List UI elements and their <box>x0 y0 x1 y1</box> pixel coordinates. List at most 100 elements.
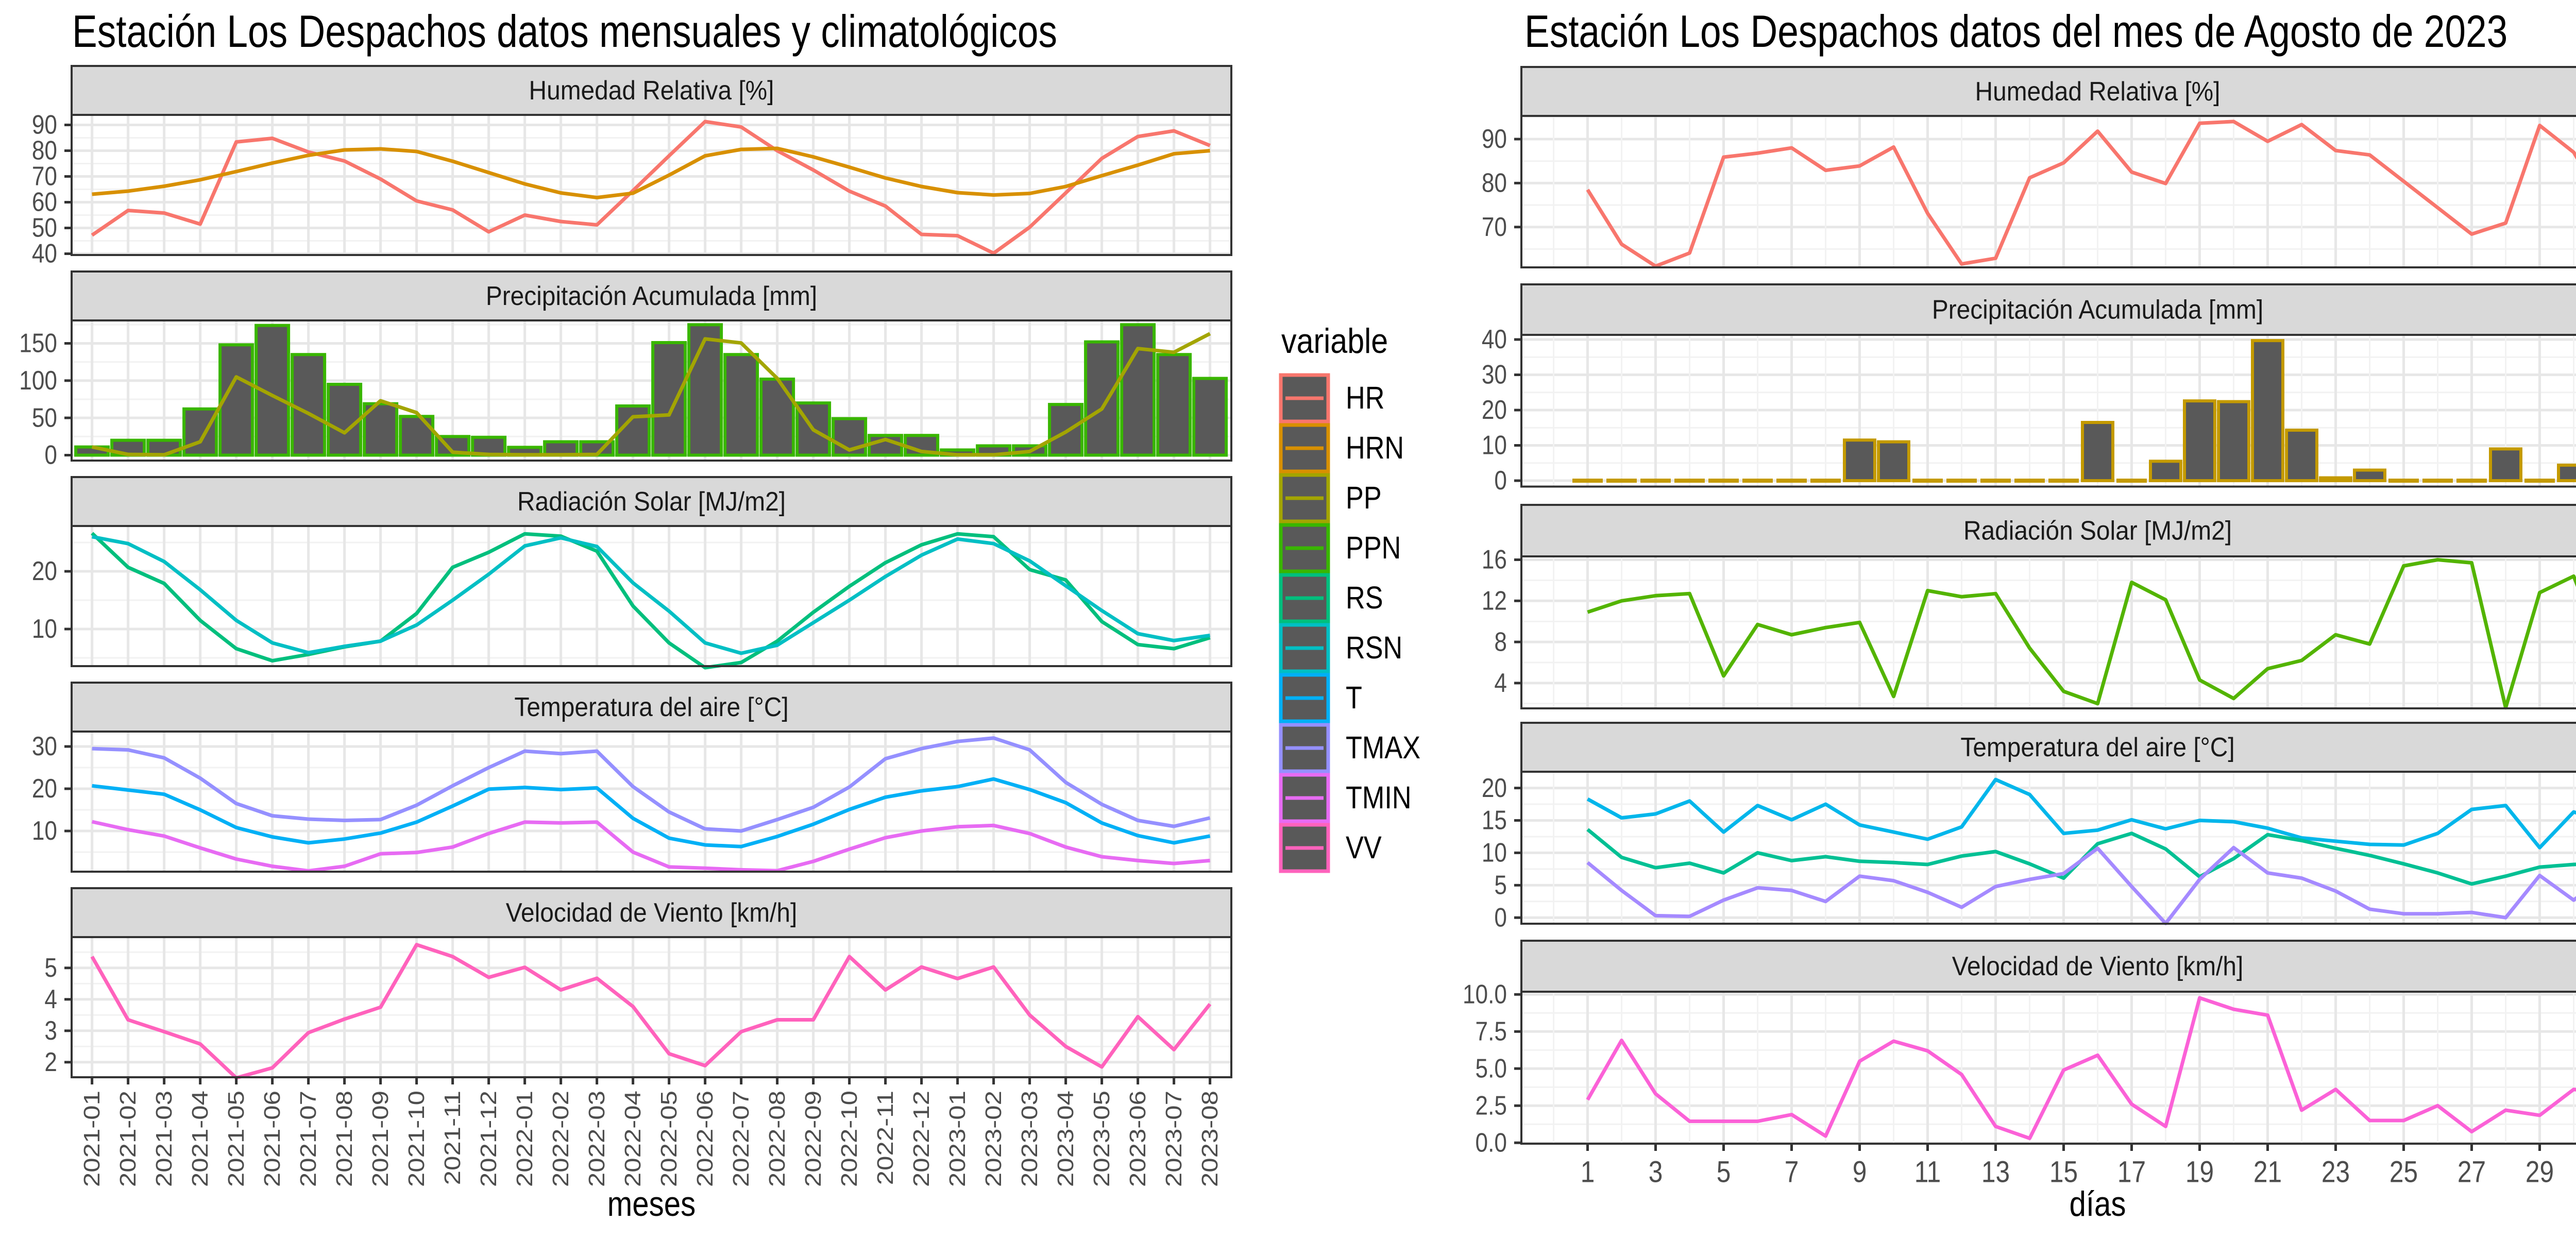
svg-text:17: 17 <box>2117 1156 2146 1189</box>
svg-text:Precipitación Acumulada [mm]: Precipitación Acumulada [mm] <box>1932 295 2263 325</box>
svg-text:10: 10 <box>1482 838 1507 868</box>
svg-text:2022-07: 2022-07 <box>728 1091 754 1187</box>
svg-text:80: 80 <box>1482 168 1507 198</box>
svg-text:12: 12 <box>1482 586 1507 616</box>
svg-text:40: 40 <box>32 239 57 268</box>
svg-text:150: 150 <box>19 328 57 358</box>
svg-text:Velocidad de Viento [km/h]: Velocidad de Viento [km/h] <box>1952 951 2243 981</box>
svg-text:2021-07: 2021-07 <box>296 1091 321 1187</box>
svg-text:Estación Los Despachos datos d: Estación Los Despachos datos del mes de … <box>1524 7 2507 57</box>
svg-text:TMIN: TMIN <box>1346 780 1412 816</box>
svg-text:Temperatura del aire [°C]: Temperatura del aire [°C] <box>514 692 788 722</box>
svg-text:0.0: 0.0 <box>1476 1128 1507 1158</box>
svg-text:2021-03: 2021-03 <box>151 1091 177 1187</box>
svg-text:2022-03: 2022-03 <box>584 1091 609 1187</box>
svg-text:5.0: 5.0 <box>1476 1054 1507 1083</box>
svg-text:2021-04: 2021-04 <box>188 1091 213 1187</box>
svg-text:RSN: RSN <box>1346 631 1402 666</box>
svg-text:2022-02: 2022-02 <box>548 1091 573 1187</box>
svg-text:Humedad Relativa [%]: Humedad Relativa [%] <box>529 75 774 105</box>
svg-text:VV: VV <box>1346 830 1382 865</box>
svg-text:HR: HR <box>1346 381 1384 416</box>
svg-text:50: 50 <box>32 403 57 433</box>
svg-text:3: 3 <box>1649 1156 1663 1189</box>
svg-text:30: 30 <box>1482 360 1507 389</box>
svg-text:2022-09: 2022-09 <box>801 1091 826 1187</box>
svg-text:13: 13 <box>1981 1156 2010 1189</box>
svg-text:2022-05: 2022-05 <box>656 1091 682 1187</box>
svg-text:10.0: 10.0 <box>1463 979 1507 1009</box>
svg-text:Estación Los Despachos datos m: Estación Los Despachos datos mensuales y… <box>72 7 1057 57</box>
svg-text:0: 0 <box>1494 466 1507 496</box>
svg-text:0: 0 <box>44 440 57 470</box>
svg-text:50: 50 <box>32 213 57 243</box>
svg-text:2023-02: 2023-02 <box>981 1091 1006 1187</box>
svg-text:PP: PP <box>1346 481 1382 516</box>
svg-text:T: T <box>1346 681 1362 716</box>
svg-text:20: 20 <box>32 556 57 586</box>
svg-text:0: 0 <box>1494 903 1507 932</box>
svg-text:10: 10 <box>32 816 57 846</box>
svg-text:3: 3 <box>44 1016 57 1046</box>
svg-text:16: 16 <box>1482 545 1507 574</box>
svg-text:90: 90 <box>1482 124 1507 154</box>
svg-text:2022-10: 2022-10 <box>837 1091 862 1187</box>
svg-text:2023-03: 2023-03 <box>1017 1091 1042 1187</box>
svg-text:5: 5 <box>1494 870 1507 900</box>
svg-text:2021-09: 2021-09 <box>368 1091 393 1187</box>
svg-text:2021-12: 2021-12 <box>476 1091 501 1187</box>
svg-text:15: 15 <box>1482 805 1507 835</box>
svg-text:2021-02: 2021-02 <box>115 1091 141 1187</box>
svg-text:2022-06: 2022-06 <box>692 1091 718 1187</box>
svg-text:29: 29 <box>2526 1156 2554 1189</box>
svg-text:27: 27 <box>2458 1156 2486 1189</box>
svg-text:HRN: HRN <box>1346 431 1404 466</box>
svg-text:4: 4 <box>44 985 57 1014</box>
svg-text:60: 60 <box>32 187 57 217</box>
svg-text:5: 5 <box>44 953 57 983</box>
svg-text:10: 10 <box>32 614 57 644</box>
svg-text:2023-07: 2023-07 <box>1161 1091 1187 1187</box>
svg-text:Radiación Solar [MJ/m2]: Radiación Solar [MJ/m2] <box>517 486 786 516</box>
svg-text:70: 70 <box>32 161 57 191</box>
svg-text:30: 30 <box>32 732 57 761</box>
svg-text:8: 8 <box>1494 627 1507 657</box>
svg-text:Radiación Solar [MJ/m2]: Radiación Solar [MJ/m2] <box>1963 516 2232 546</box>
svg-text:2022-08: 2022-08 <box>765 1091 790 1187</box>
svg-text:2023-06: 2023-06 <box>1125 1091 1150 1187</box>
svg-text:2023-01: 2023-01 <box>945 1091 970 1187</box>
svg-text:25: 25 <box>2389 1156 2418 1189</box>
svg-text:Velocidad de Viento [km/h]: Velocidad de Viento [km/h] <box>506 897 797 927</box>
svg-text:5: 5 <box>1717 1156 1731 1189</box>
svg-text:4: 4 <box>1494 668 1507 698</box>
svg-text:20: 20 <box>32 774 57 804</box>
svg-text:2021-10: 2021-10 <box>404 1091 429 1187</box>
svg-text:90: 90 <box>32 110 57 140</box>
svg-text:2023-04: 2023-04 <box>1053 1091 1078 1187</box>
svg-text:2023-08: 2023-08 <box>1197 1091 1223 1187</box>
svg-text:21: 21 <box>2253 1156 2282 1189</box>
svg-text:TMAX: TMAX <box>1346 731 1420 766</box>
svg-text:Humedad Relativa [%]: Humedad Relativa [%] <box>1975 76 2221 106</box>
svg-text:2.5: 2.5 <box>1476 1091 1507 1121</box>
svg-text:2021-06: 2021-06 <box>260 1091 285 1187</box>
svg-text:2022-04: 2022-04 <box>620 1091 646 1187</box>
svg-text:Temperatura del aire [°C]: Temperatura del aire [°C] <box>1960 732 2234 762</box>
svg-text:20: 20 <box>1482 395 1507 425</box>
svg-text:2021-05: 2021-05 <box>224 1091 249 1187</box>
svg-text:7.5: 7.5 <box>1476 1016 1507 1046</box>
svg-text:2021-08: 2021-08 <box>332 1091 357 1187</box>
svg-text:100: 100 <box>19 366 57 396</box>
svg-text:2021-01: 2021-01 <box>79 1091 105 1187</box>
svg-text:1: 1 <box>1581 1156 1595 1189</box>
svg-text:2022-12: 2022-12 <box>909 1091 934 1187</box>
svg-text:10: 10 <box>1482 430 1507 460</box>
svg-text:días: días <box>2069 1185 2126 1224</box>
svg-text:2022-11: 2022-11 <box>873 1091 898 1185</box>
svg-text:19: 19 <box>2185 1156 2214 1189</box>
svg-text:RS: RS <box>1346 581 1383 616</box>
svg-text:meses: meses <box>607 1185 696 1224</box>
svg-text:7: 7 <box>1785 1156 1799 1189</box>
svg-text:70: 70 <box>1482 212 1507 242</box>
svg-text:40: 40 <box>1482 325 1507 354</box>
